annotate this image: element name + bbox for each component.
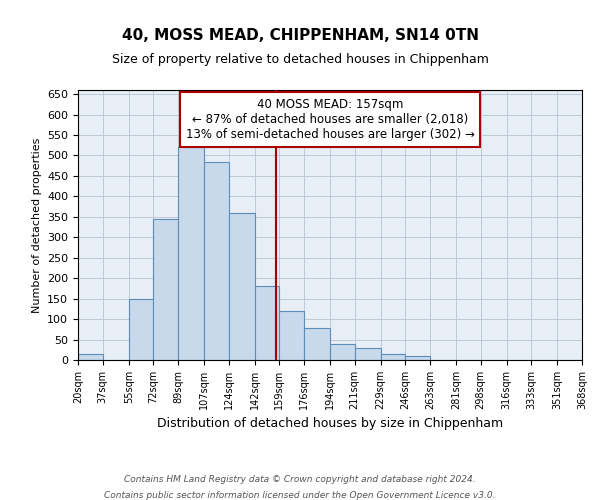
- Bar: [178, 148, 204, 360]
- X-axis label: Distribution of detached houses by size in Chippenham: Distribution of detached houses by size …: [157, 418, 503, 430]
- Bar: [229, 212, 254, 360]
- Bar: [204, 162, 229, 360]
- Text: 40, MOSS MEAD, CHIPPENHAM, SN14 0TN: 40, MOSS MEAD, CHIPPENHAM, SN14 0TN: [121, 28, 479, 42]
- Bar: [406, 356, 430, 360]
- Text: Contains HM Land Registry data © Crown copyright and database right 2024.: Contains HM Land Registry data © Crown c…: [124, 476, 476, 484]
- Bar: [330, 344, 355, 360]
- Bar: [154, 219, 178, 360]
- Bar: [280, 311, 304, 360]
- Bar: [304, 328, 330, 360]
- Y-axis label: Number of detached properties: Number of detached properties: [32, 138, 41, 312]
- Text: Contains public sector information licensed under the Open Government Licence v3: Contains public sector information licen…: [104, 490, 496, 500]
- Bar: [380, 354, 406, 360]
- Bar: [128, 298, 154, 360]
- Text: Size of property relative to detached houses in Chippenham: Size of property relative to detached ho…: [112, 54, 488, 66]
- Bar: [78, 354, 103, 360]
- Bar: [355, 348, 380, 360]
- Bar: [254, 286, 280, 360]
- Text: 40 MOSS MEAD: 157sqm
← 87% of detached houses are smaller (2,018)
13% of semi-de: 40 MOSS MEAD: 157sqm ← 87% of detached h…: [185, 98, 475, 141]
